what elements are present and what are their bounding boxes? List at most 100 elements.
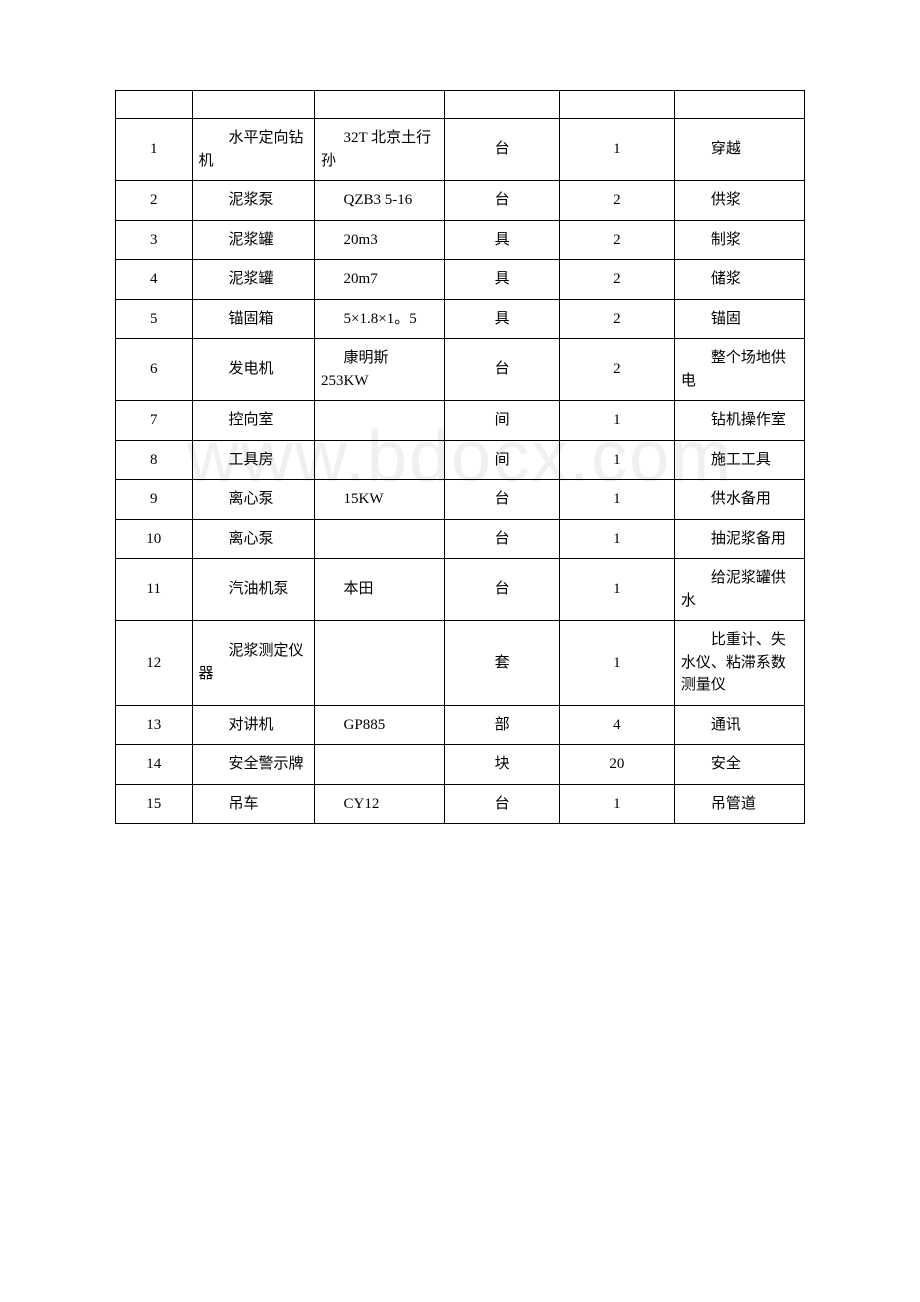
cell-remark: 锚固 xyxy=(674,299,804,339)
cell-spec xyxy=(315,621,445,706)
cell-name: 离心泵 xyxy=(192,480,314,520)
cell-name: 泥浆测定仪器 xyxy=(192,621,314,706)
cell-spec: 20m7 xyxy=(315,260,445,300)
cell-index: 11 xyxy=(116,559,193,621)
table-row: 5锚固箱5×1.8×1。5具2锚固 xyxy=(116,299,805,339)
cell-index: 8 xyxy=(116,440,193,480)
table-row: 8工具房间1施工工具 xyxy=(116,440,805,480)
cell-unit: 台 xyxy=(445,519,560,559)
header-cell xyxy=(445,91,560,119)
cell-unit: 台 xyxy=(445,480,560,520)
table-row: 12泥浆测定仪器套1比重计、失水仪、粘滞系数测量仪 xyxy=(116,621,805,706)
cell-remark: 供浆 xyxy=(674,181,804,221)
cell-index: 14 xyxy=(116,745,193,785)
header-cell xyxy=(315,91,445,119)
cell-unit: 台 xyxy=(445,559,560,621)
cell-spec: GP885 xyxy=(315,705,445,745)
header-cell xyxy=(560,91,675,119)
cell-remark: 整个场地供电 xyxy=(674,339,804,401)
cell-qty: 1 xyxy=(560,621,675,706)
cell-remark: 穿越 xyxy=(674,119,804,181)
table-row: 10离心泵 台1抽泥浆备用 xyxy=(116,519,805,559)
cell-spec xyxy=(315,440,445,480)
cell-remark: 储浆 xyxy=(674,260,804,300)
table-row: 11汽油机泵本田台1给泥浆罐供水 xyxy=(116,559,805,621)
table-row: 4泥浆罐20m7具2储浆 xyxy=(116,260,805,300)
cell-name: 离心泵 xyxy=(192,519,314,559)
cell-spec: 5×1.8×1。5 xyxy=(315,299,445,339)
cell-unit: 块 xyxy=(445,745,560,785)
cell-remark: 通讯 xyxy=(674,705,804,745)
cell-name: 安全警示牌 xyxy=(192,745,314,785)
cell-unit: 间 xyxy=(445,440,560,480)
cell-spec: 本田 xyxy=(315,559,445,621)
header-cell xyxy=(674,91,804,119)
cell-name: 水平定向钻机 xyxy=(192,119,314,181)
cell-index: 1 xyxy=(116,119,193,181)
cell-unit: 具 xyxy=(445,299,560,339)
cell-qty: 1 xyxy=(560,784,675,824)
cell-name: 泥浆罐 xyxy=(192,260,314,300)
table-row: 7控向室间1钻机操作室 xyxy=(116,401,805,441)
table-row: 6发电机康明斯 253KW台2整个场地供电 xyxy=(116,339,805,401)
cell-remark: 吊管道 xyxy=(674,784,804,824)
table-row: 14安全警示牌块20安全 xyxy=(116,745,805,785)
cell-name: 吊车 xyxy=(192,784,314,824)
cell-name: 对讲机 xyxy=(192,705,314,745)
cell-name: 泥浆泵 xyxy=(192,181,314,221)
cell-unit: 台 xyxy=(445,784,560,824)
cell-qty: 1 xyxy=(560,440,675,480)
cell-remark: 供水备用 xyxy=(674,480,804,520)
cell-unit: 间 xyxy=(445,401,560,441)
cell-remark: 制浆 xyxy=(674,220,804,260)
cell-spec xyxy=(315,745,445,785)
table-row: 2泥浆泵QZB3 5-16台2供浆 xyxy=(116,181,805,221)
cell-qty: 4 xyxy=(560,705,675,745)
cell-index: 13 xyxy=(116,705,193,745)
cell-index: 3 xyxy=(116,220,193,260)
cell-qty: 1 xyxy=(560,119,675,181)
cell-spec: CY12 xyxy=(315,784,445,824)
cell-index: 9 xyxy=(116,480,193,520)
cell-unit: 台 xyxy=(445,339,560,401)
cell-remark: 施工工具 xyxy=(674,440,804,480)
cell-qty: 2 xyxy=(560,260,675,300)
cell-qty: 2 xyxy=(560,339,675,401)
table-row: 3泥浆罐20m3具2制浆 xyxy=(116,220,805,260)
table-row: 9离心泵15KW台1供水备用 xyxy=(116,480,805,520)
cell-qty: 1 xyxy=(560,401,675,441)
cell-unit: 具 xyxy=(445,220,560,260)
cell-index: 7 xyxy=(116,401,193,441)
cell-remark: 给泥浆罐供水 xyxy=(674,559,804,621)
cell-index: 12 xyxy=(116,621,193,706)
cell-remark: 钻机操作室 xyxy=(674,401,804,441)
cell-name: 汽油机泵 xyxy=(192,559,314,621)
table-row: 1水平定向钻机32T 北京土行孙台1穿越 xyxy=(116,119,805,181)
cell-name: 泥浆罐 xyxy=(192,220,314,260)
cell-remark: 安全 xyxy=(674,745,804,785)
cell-index: 6 xyxy=(116,339,193,401)
header-cell xyxy=(192,91,314,119)
cell-spec xyxy=(315,519,445,559)
cell-spec xyxy=(315,401,445,441)
cell-spec: 32T 北京土行孙 xyxy=(315,119,445,181)
table-row: 13对讲机GP885部4通讯 xyxy=(116,705,805,745)
cell-qty: 1 xyxy=(560,559,675,621)
cell-unit: 台 xyxy=(445,181,560,221)
cell-qty: 1 xyxy=(560,519,675,559)
cell-qty: 2 xyxy=(560,181,675,221)
cell-unit: 套 xyxy=(445,621,560,706)
cell-spec: 20m3 xyxy=(315,220,445,260)
cell-spec: 康明斯 253KW xyxy=(315,339,445,401)
cell-index: 5 xyxy=(116,299,193,339)
table-row: 15吊车CY12台1吊管道 xyxy=(116,784,805,824)
header-cell xyxy=(116,91,193,119)
equipment-table: 1水平定向钻机32T 北京土行孙台1穿越2泥浆泵QZB3 5-16台2供浆3泥浆… xyxy=(115,90,805,824)
cell-spec: 15KW xyxy=(315,480,445,520)
cell-index: 10 xyxy=(116,519,193,559)
cell-unit: 台 xyxy=(445,119,560,181)
cell-index: 4 xyxy=(116,260,193,300)
cell-qty: 1 xyxy=(560,480,675,520)
cell-remark: 抽泥浆备用 xyxy=(674,519,804,559)
cell-qty: 2 xyxy=(560,299,675,339)
